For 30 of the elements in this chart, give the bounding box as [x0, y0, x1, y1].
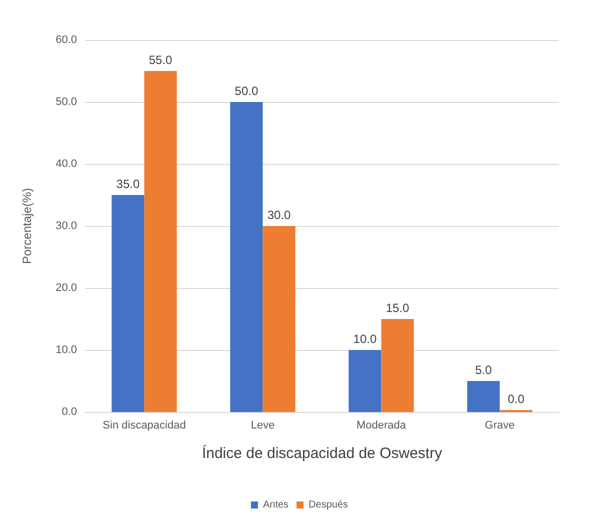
y-tick-label: 0.0 — [62, 406, 77, 418]
bar — [467, 381, 500, 412]
data-label: 55.0 — [148, 53, 173, 67]
y-tick-label: 30.0 — [56, 220, 77, 232]
data-label: 50.0 — [234, 84, 258, 98]
bar — [144, 71, 177, 412]
y-axis-title: Porcentaje(%) — [20, 188, 34, 264]
data-label: 10.0 — [353, 332, 377, 346]
data-label: 30.0 — [267, 208, 292, 222]
bar — [262, 226, 296, 412]
y-tick-label: 50.0 — [56, 96, 77, 108]
x-tick-label: Leve — [250, 420, 275, 432]
legend-label: Después — [308, 500, 348, 510]
y-tick-label: 40.0 — [56, 158, 77, 170]
x-tick-label: Moderada — [356, 420, 407, 432]
y-tick-label: 10.0 — [56, 344, 77, 356]
y-tick-label: 20.0 — [56, 282, 77, 294]
bar — [112, 195, 144, 412]
bar — [230, 102, 263, 412]
x-tick-label: Grave — [484, 420, 515, 432]
x-tick-label: Sin discapacidad — [102, 420, 186, 432]
data-label: 0.0 — [508, 392, 525, 406]
legend-label: Antes — [262, 500, 289, 510]
x-axis-title: Índice de discapacidad de Oswestry — [202, 444, 443, 462]
bar — [348, 350, 382, 412]
data-label: 35.0 — [116, 177, 140, 191]
y-tick-label: 60.0 — [56, 34, 77, 46]
data-label: 5.0 — [475, 363, 492, 377]
data-label: 15.0 — [386, 301, 410, 315]
bar — [381, 319, 414, 412]
